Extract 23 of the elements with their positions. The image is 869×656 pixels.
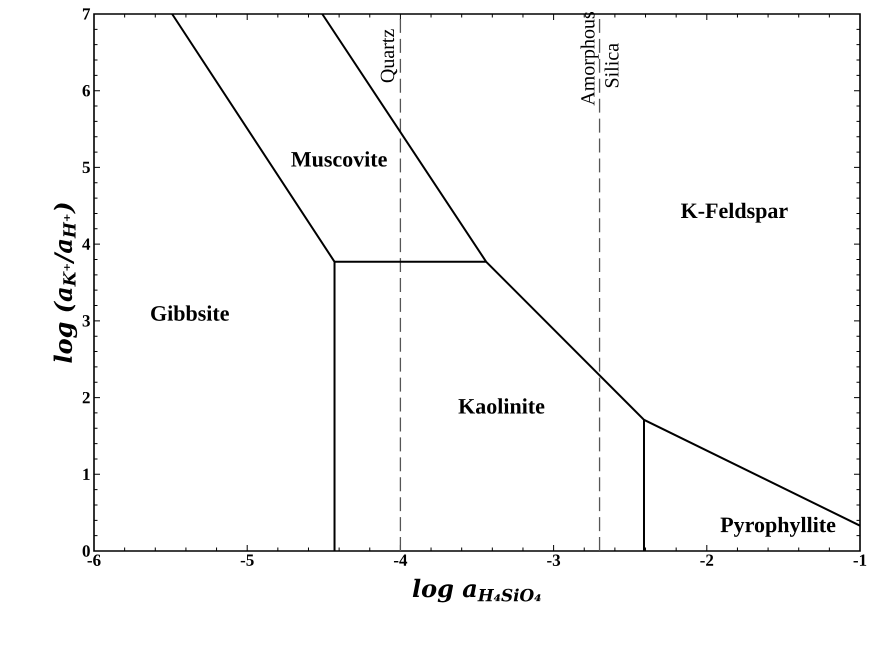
x-tick-label: -4 (394, 554, 408, 566)
y-axis-title: log (a$_{K⁺}$/a$_{H⁺}$) (54, 203, 78, 363)
y-tick-label: 3 (82, 315, 90, 327)
x-tick-label: -6 (88, 554, 101, 566)
annotation: Gibbsite (151, 305, 229, 321)
annotation: Kaolinite (458, 398, 544, 414)
y-tick-label: 6 (82, 85, 90, 96)
ref-line-label: Quartz (380, 29, 398, 82)
annotation: Pyrophyllite (720, 516, 836, 537)
ref-line-label: Amorphous Silica (580, 12, 619, 106)
annotation: Muscovite (291, 151, 387, 167)
y-tick-label: 5 (82, 162, 90, 174)
y-tick-label: 1 (83, 468, 90, 480)
annotation: K-Feldspar (680, 202, 788, 223)
x-tick-label: -2 (700, 554, 714, 566)
x-tick-label: -5 (240, 554, 254, 566)
x-axis-title: log a$_{H₄SiO₄}$ (412, 578, 541, 602)
y-tick-label: 4 (82, 238, 90, 250)
y-tick-label: 7 (82, 8, 90, 20)
x-tick-label: -3 (547, 554, 560, 566)
x-tick-label: -1 (854, 554, 866, 566)
y-tick-label: 0 (82, 545, 90, 557)
y-tick-label: 2 (82, 392, 90, 404)
